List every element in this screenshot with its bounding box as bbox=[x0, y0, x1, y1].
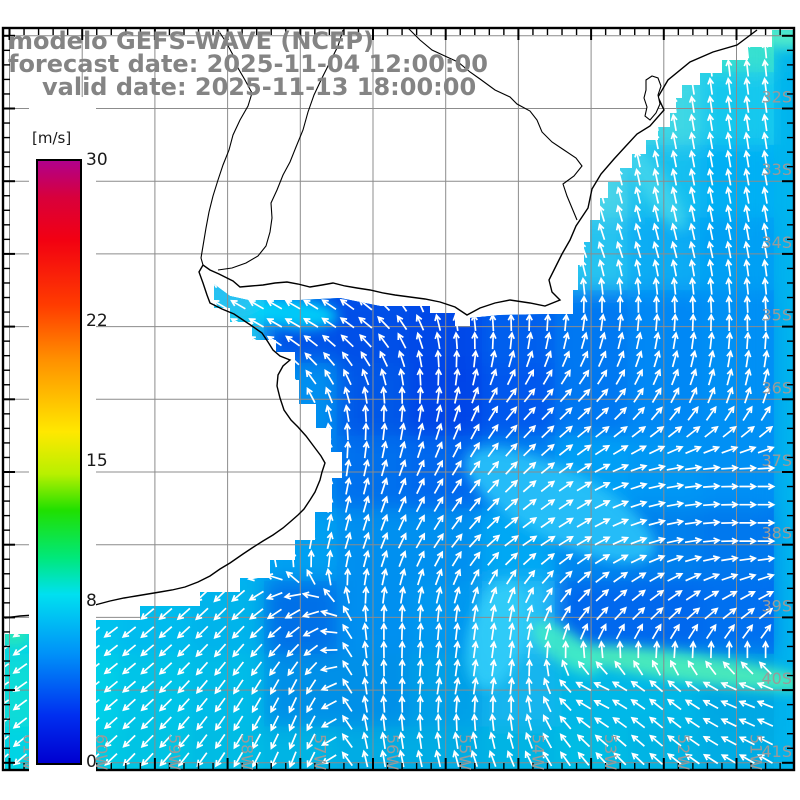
coastline bbox=[4, 29, 758, 619]
lon-label-53W: 53W bbox=[601, 734, 620, 770]
lon-label-52W: 52W bbox=[674, 734, 693, 770]
lat-label-32S: 32S bbox=[761, 88, 792, 107]
colorbar-tick-15: 15 bbox=[86, 451, 108, 471]
title-model: modelo GEFS-WAVE (NCEP) bbox=[8, 27, 374, 55]
river-negro bbox=[407, 27, 583, 221]
lat-label-33S: 33S bbox=[761, 160, 792, 179]
colorbar-gradient bbox=[36, 159, 82, 765]
lon-label-59W: 59W bbox=[165, 734, 184, 770]
lon-label-54W: 54W bbox=[528, 734, 547, 770]
lat-label-41S: 41S bbox=[761, 742, 792, 761]
map-frame bbox=[1, 26, 796, 772]
lagoon-mirim bbox=[643, 75, 662, 121]
lon-label-57W: 57W bbox=[310, 734, 329, 770]
colorbar-tick-22: 22 bbox=[86, 310, 108, 331]
axis-labels: 61W60W59W58W57W56W55W54W53W52W51W32S33S3… bbox=[20, 88, 793, 771]
lon-label-56W: 56W bbox=[383, 734, 402, 770]
title-forecast-date: forecast date: 2025-11-04 12:00:00 bbox=[8, 50, 488, 78]
map-title-block: modelo GEFS-WAVE (NCEP) forecast date: 2… bbox=[8, 27, 488, 101]
lat-label-35S: 35S bbox=[761, 306, 792, 325]
lon-label-58W: 58W bbox=[238, 734, 257, 770]
colorbar-unit-label: [m/s] bbox=[32, 129, 72, 147]
colorbar-tick-8: 8 bbox=[86, 591, 97, 612]
lat-label-39S: 39S bbox=[761, 596, 792, 615]
lat-label-36S: 36S bbox=[761, 378, 792, 397]
lat-label-34S: 34S bbox=[761, 233, 792, 252]
colorbar-tick-30: 30 bbox=[86, 150, 108, 170]
lat-label-40S: 40S bbox=[761, 669, 792, 688]
lon-label-55W: 55W bbox=[456, 734, 475, 770]
lon-label-51W: 51W bbox=[747, 734, 766, 770]
colorbar-tick-0: 0 bbox=[86, 752, 97, 772]
lat-label-38S: 38S bbox=[761, 524, 792, 543]
colorbar: [m/s] 30 22 15 8 0 bbox=[29, 97, 108, 780]
lat-label-37S: 37S bbox=[761, 451, 792, 470]
river-parana bbox=[200, 29, 253, 266]
river-uruguay bbox=[217, 29, 344, 271]
lon-label-60W: 60W bbox=[92, 734, 111, 770]
coastline-layer bbox=[4, 27, 758, 619]
title-valid-date: valid date: 2025-11-13 18:00:00 bbox=[42, 73, 477, 101]
